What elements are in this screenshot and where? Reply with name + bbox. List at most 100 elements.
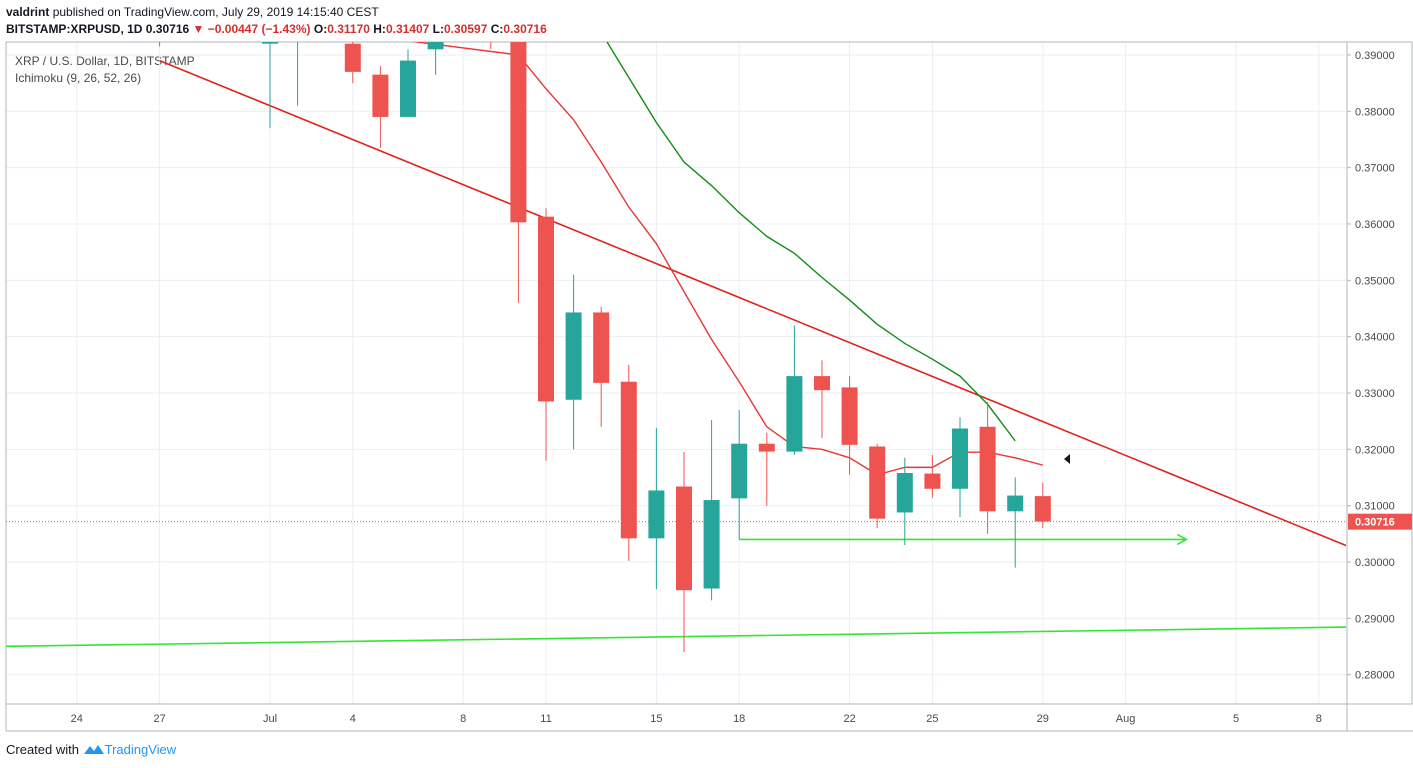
time-tick-label: 11 (540, 713, 551, 725)
candle (1034, 482, 1051, 529)
time-tick-label: 22 (843, 713, 855, 725)
price-tick-label: 0.35000 (1355, 275, 1395, 287)
candle-body (758, 443, 775, 452)
candle-body (152, 35, 168, 41)
publish-info: valdrint published on TradingView.com, J… (6, 5, 379, 19)
candle-body (538, 216, 554, 402)
last-price-badge (1348, 513, 1412, 530)
candle-body (703, 500, 720, 589)
time-tick-label: 25 (926, 713, 938, 725)
candle-body (593, 312, 610, 383)
candle-body (676, 486, 692, 591)
candle-body (427, 42, 444, 50)
open-value: 0.31170 (327, 22, 370, 36)
time-tick-label: 8 (460, 713, 466, 725)
time-tick-label: 15 (650, 713, 662, 725)
candle (814, 360, 830, 439)
pane-outline (5, 41, 1413, 705)
last-price: 0.30716 (145, 22, 190, 36)
candle (372, 66, 389, 148)
candle-body (814, 376, 830, 391)
candle-body (510, 42, 527, 223)
candle-body (1007, 495, 1024, 512)
price-change: −0.00447 (−1.43%) (207, 22, 311, 36)
candle (538, 208, 554, 461)
price-tick-label: 0.29000 (1355, 613, 1395, 625)
candle-body (483, 32, 499, 40)
cursor-marker-icon (1064, 454, 1070, 464)
price-tick-label: 0.28000 (1355, 670, 1395, 682)
time-tick-label: Aug (1116, 713, 1136, 725)
candle (758, 432, 775, 506)
tradingview-brand[interactable]: TradingView (104, 742, 177, 757)
candle-body (372, 74, 389, 117)
price-tick-label: 0.30000 (1355, 557, 1395, 569)
candle-body (924, 473, 941, 489)
symbol-info-bar: BITSTAMP:XRPUSD, 1D 0.30716 ▼ −0.00447 (… (6, 22, 547, 36)
candle-body (979, 426, 996, 512)
ichimoku-lines (411, 42, 1043, 476)
candle (841, 376, 858, 475)
high-value: 0.31407 (385, 22, 430, 36)
conversion-line (411, 42, 1043, 476)
candle (896, 457, 913, 546)
candle (290, 21, 306, 106)
support-arrow-head-icon (1176, 533, 1188, 546)
candle-body (565, 312, 582, 400)
candle (924, 454, 941, 498)
published-text: published on TradingView.com, July 29, 2… (52, 5, 379, 19)
candle (703, 420, 720, 601)
time-tick-label: 4 (350, 713, 356, 725)
series-legend: XRP / U.S. Dollar, 1D, BITSTAMP (15, 54, 195, 68)
candle (483, 32, 499, 50)
candle (565, 274, 582, 450)
tradingview-logo-icon (83, 742, 105, 757)
footer: Created with TradingView (6, 742, 176, 757)
candle-body (952, 428, 968, 489)
time-tick-label: 27 (153, 713, 165, 725)
support-line (6, 626, 1346, 648)
time-tick-label: 29 (1037, 713, 1049, 725)
candle-body (841, 387, 858, 445)
candle (152, 35, 168, 47)
author-name[interactable]: valdrint (6, 5, 50, 19)
chart-axes: 0.39000 0.38000 0.37000 0.36000 0.35000 0.340… (71, 50, 1412, 725)
candle (1007, 477, 1024, 568)
candle (786, 325, 803, 455)
close-value: 0.30716 (503, 22, 547, 36)
price-tick-label: 0.34000 (1355, 332, 1395, 344)
candle-body (786, 376, 803, 452)
time-tick-label: 8 (1316, 713, 1322, 725)
candle (510, 42, 527, 303)
candle (648, 427, 665, 590)
candle-body (1034, 496, 1051, 522)
candle-body (290, 21, 306, 27)
candle (427, 42, 444, 75)
candle-body (400, 60, 416, 117)
low-value: 0.30597 (444, 22, 488, 36)
pane-borders (5, 41, 1413, 732)
ohlc-values: O:0.31170 H:0.31407 L:0.30597 C:0.30716 (313, 22, 547, 36)
chart-grid (6, 42, 1346, 704)
candle-body (262, 42, 278, 44)
candle-body (869, 446, 886, 519)
price-tick-label: 0.39000 (1355, 50, 1395, 62)
price-chart[interactable]: 0.39000 0.38000 0.37000 0.36000 0.35000 0.340… (0, 0, 1413, 740)
price-tick-label: 0.31000 (1355, 501, 1395, 513)
candle (979, 402, 996, 534)
candle (952, 417, 968, 517)
candle (620, 364, 637, 561)
candle-body (648, 490, 665, 539)
last-price-badge-label: 0.30716 (1355, 517, 1395, 529)
candle (344, 42, 361, 84)
candle (400, 49, 416, 117)
time-tick-label: 24 (71, 713, 83, 725)
time-tick-label: Jul (263, 713, 277, 725)
indicator-legend[interactable]: Ichimoku (9, 26, 52, 26) (15, 71, 142, 85)
candle (869, 443, 886, 529)
footer-prefix: Created with (6, 742, 79, 757)
down-arrow-icon: ▼ (192, 22, 205, 36)
trendlines (6, 59, 1346, 648)
candles (152, 21, 1051, 653)
price-tick-label: 0.36000 (1355, 219, 1395, 231)
